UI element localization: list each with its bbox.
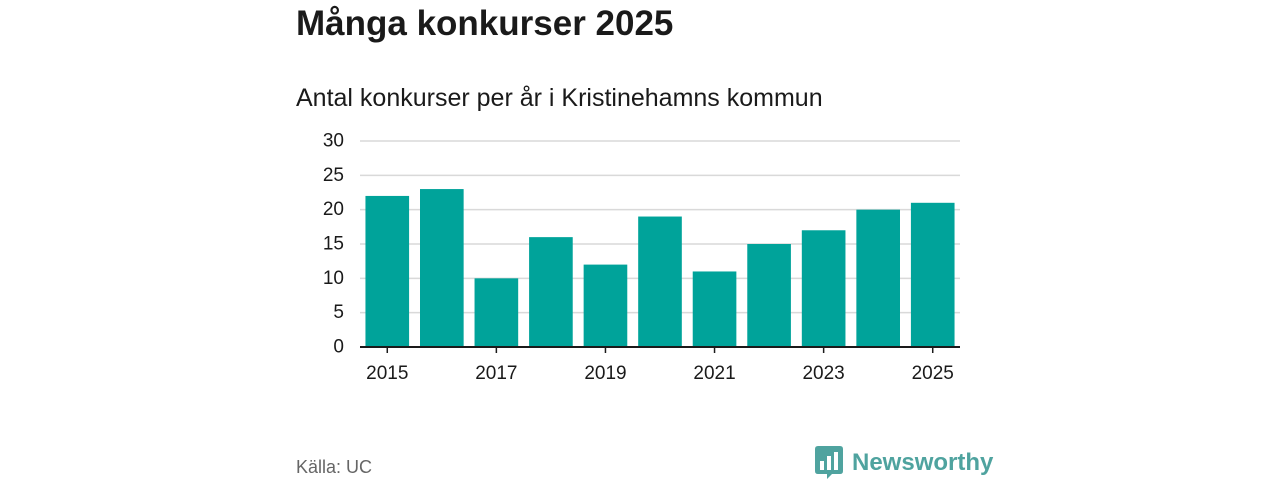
y-tick-label: 20 xyxy=(323,199,344,220)
chart-subtitle: Antal konkurser per år i Kristinehamns k… xyxy=(296,84,823,112)
y-tick-label: 5 xyxy=(333,302,344,323)
y-axis-ticks: 0 5 10 15 20 25 30 xyxy=(323,131,344,358)
y-tick-label: 10 xyxy=(323,268,344,289)
chart-title: Många konkurser 2025 xyxy=(296,4,674,43)
x-tick-label: 2017 xyxy=(475,363,517,384)
x-tick-label: 2021 xyxy=(693,363,735,384)
bars xyxy=(365,189,955,347)
x-tick-label: 2025 xyxy=(912,363,954,384)
newsworthy-logo-icon xyxy=(815,446,843,479)
bar-2023 xyxy=(801,230,846,347)
x-tick-label: 2023 xyxy=(802,363,844,384)
brand-name: Newsworthy xyxy=(852,448,994,476)
bar-2020 xyxy=(638,216,682,347)
y-tick-label: 0 xyxy=(333,337,344,358)
bar-2024 xyxy=(856,209,900,347)
bar-2016 xyxy=(420,189,464,347)
y-tick-label: 25 xyxy=(323,165,344,186)
source-note: Källa: UC xyxy=(296,457,373,477)
x-tick-label: 2015 xyxy=(366,363,408,384)
bar-2021 xyxy=(692,271,737,347)
bar-2017 xyxy=(474,278,519,347)
y-tick-label: 15 xyxy=(323,234,344,255)
bar-2025 xyxy=(910,202,955,347)
y-tick-label: 30 xyxy=(323,131,344,152)
bar-2018 xyxy=(529,237,573,347)
bar-2022 xyxy=(747,244,791,347)
brand-logo: Newsworthy xyxy=(815,446,993,479)
bar-2015 xyxy=(365,195,410,347)
bar-2019 xyxy=(583,264,628,347)
x-tick-label: 2019 xyxy=(584,363,626,384)
x-axis-ticks: 2015 2017 2019 2021 2023 2025 xyxy=(366,347,954,384)
